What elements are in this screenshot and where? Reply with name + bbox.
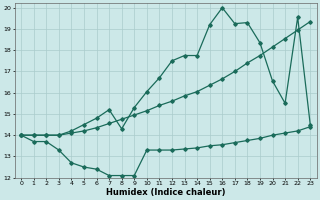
X-axis label: Humidex (Indice chaleur): Humidex (Indice chaleur) (106, 188, 225, 197)
